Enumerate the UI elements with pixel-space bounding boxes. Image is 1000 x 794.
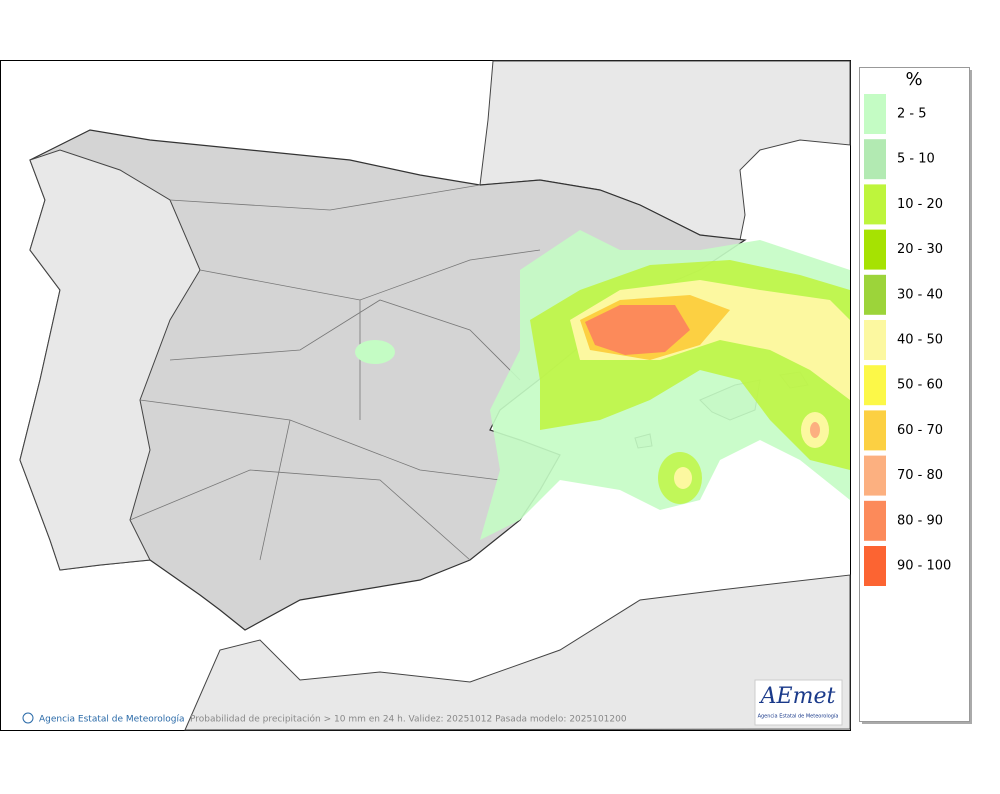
legend: % 2 - 5 5 - 10 10 - 20 20 - 30 30 - 40 40 - 5… [859,67,972,724]
legend-swatch [864,500,886,541]
legend-label: 60 - 70 [897,423,943,438]
legend-label: 40 - 50 [897,333,943,348]
legend-label: 30 - 40 [897,287,943,302]
africa [184,574,851,731]
legend-swatch [864,365,886,406]
logo: AEmet [759,684,836,709]
logo-box [754,679,843,726]
legend-swatch [864,320,886,360]
legend-label: 70 - 80 [897,468,943,483]
legend-label: 2 - 5 [897,107,927,122]
legend-swatch [864,410,886,451]
legend-label: 50 - 60 [897,378,943,393]
agency-name: Agencia Estatal de Meteorología [39,715,185,725]
legend-swatch [864,274,886,315]
legend-label: 10 - 20 [897,197,943,212]
map: Agencia Estatal de Meteorología Probabil… [0,60,851,731]
legend-swatch [864,139,886,180]
legend-swatch [864,455,886,496]
legend-label: 80 - 90 [897,513,943,528]
legend-swatch [864,184,886,225]
legend-title: % [905,69,922,90]
legend-swatch [864,546,886,586]
legend-label: 20 - 30 [897,242,943,257]
map-caption: Probabilidad de precipitación > 10 mm en… [190,714,627,725]
legend-swatch [864,229,886,270]
legend-swatch [864,94,886,134]
probability-field [355,230,850,540]
logo-subtitle: Agencia Estatal de Meteorología [758,713,839,720]
legend-label: 5 - 10 [897,152,935,167]
copyright-icon [22,712,34,724]
regions [129,184,541,561]
legend-label: 90 - 100 [897,559,951,574]
